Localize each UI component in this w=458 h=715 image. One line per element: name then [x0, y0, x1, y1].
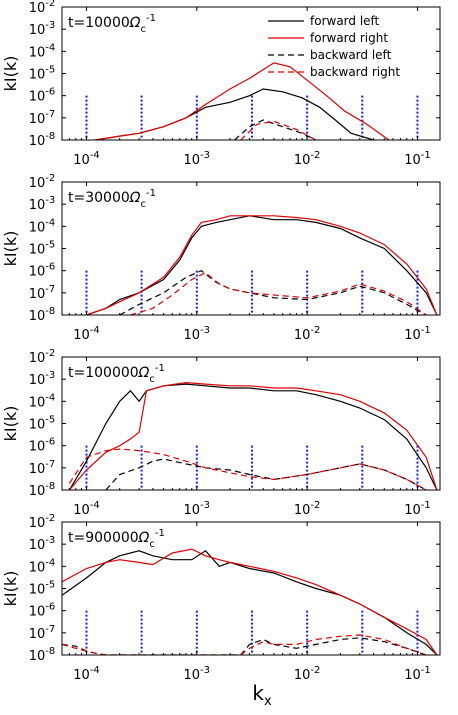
- y-tick-label: 10-6: [29, 262, 56, 280]
- series-group: [86, 215, 438, 315]
- legend: forward left forward right backward left ba…: [268, 14, 400, 79]
- series-line-forward-right: [86, 215, 438, 315]
- y-tick-label: 10-4: [29, 392, 56, 410]
- x-tick-label: 10-2: [294, 325, 321, 343]
- y-tick-label: 10-4: [29, 217, 56, 235]
- chart-panel-1: 10-8 10-7 10-6 10-5 10-4 10-3 10-2 10-4 10-3 10-2…: [1, 0, 441, 168]
- x-tick-label: 10-1: [404, 500, 431, 518]
- y-tick-label: 10-2: [29, 513, 56, 531]
- x-tick-label: 10-2: [294, 500, 321, 518]
- time-annotation: t=10000Ωc-1: [68, 13, 156, 35]
- y-tick-label: 10-7: [29, 624, 56, 642]
- y-axis-label: kI(k): [1, 231, 20, 267]
- y-tick-label: 10-5: [29, 580, 56, 598]
- y-axis-label: kI(k): [1, 406, 20, 442]
- x-tick-label: 10-3: [184, 665, 211, 683]
- x-tick-label: 10-4: [73, 665, 100, 683]
- y-tick-label: 10-8: [29, 131, 56, 149]
- series-line-forward-left: [68, 383, 438, 490]
- series-line-forward-right: [62, 548, 438, 655]
- y-tick-label: 10-8: [29, 646, 56, 664]
- y-tick-label: 10-6: [29, 87, 56, 105]
- legend-label: forward right: [310, 31, 388, 45]
- time-annotation: t=900000Ωc-1: [68, 528, 165, 550]
- y-tick-label: 10-4: [29, 42, 56, 60]
- y-tick-label: 10-2: [29, 0, 56, 16]
- legend-label: forward left: [310, 14, 380, 28]
- y-tick-label: 10-8: [29, 481, 56, 499]
- x-tick-label: 10-4: [73, 325, 100, 343]
- y-tick-label: 10-5: [29, 415, 56, 433]
- y-tick-label: 10-4: [29, 557, 56, 575]
- x-tick-label: 10-1: [404, 325, 431, 343]
- series-line-backward-left: [234, 119, 317, 140]
- y-tick-label: 10-3: [29, 195, 56, 213]
- y-tick-label: 10-6: [29, 437, 56, 455]
- time-annotation: t=30000Ωc-1: [68, 188, 156, 210]
- x-axis-label: kx: [252, 681, 272, 709]
- series-line-backward-right: [130, 272, 427, 315]
- time-annotation: t=100000Ωc-1: [68, 363, 165, 385]
- plot-background: [62, 7, 440, 140]
- x-tick-label: 10-1: [404, 150, 431, 168]
- x-tick-label: 10-2: [294, 150, 321, 168]
- chart-panel-3: 10-8 10-7 10-6 10-5 10-4 10-3 10-2 10-4 10-3 10-2…: [1, 348, 441, 518]
- x-tick-label: 10-3: [184, 150, 211, 168]
- series-group: [68, 381, 438, 490]
- legend-label: backward right: [310, 65, 400, 79]
- series-line-backward-left: [105, 458, 427, 490]
- x-tick-label: 10-2: [294, 665, 321, 683]
- y-tick-label: 10-3: [29, 20, 56, 38]
- series-group: [95, 62, 390, 140]
- series-line-backward-right: [62, 634, 427, 655]
- y-tick-label: 10-3: [29, 370, 56, 388]
- x-tick-label: 10-4: [73, 500, 100, 518]
- y-axis-label: kI(k): [1, 571, 20, 607]
- x-tick-label: 10-3: [184, 500, 211, 518]
- y-tick-label: 10-8: [29, 306, 56, 324]
- x-tick-label: 10-4: [73, 150, 100, 168]
- y-tick-label: 10-5: [29, 65, 56, 83]
- series-line-forward-right: [68, 381, 438, 490]
- series-line-backward-right: [240, 120, 317, 140]
- series-line-backward-right: [68, 448, 427, 490]
- y-tick-label: 10-7: [29, 284, 56, 302]
- y-tick-label: 10-7: [29, 109, 56, 127]
- series-line-forward-right: [95, 62, 390, 140]
- x-tick-label: 10-1: [404, 665, 431, 683]
- series-group: [62, 548, 438, 655]
- y-tick-label: 10-3: [29, 535, 56, 553]
- x-tick-label: 10-3: [184, 325, 211, 343]
- chart-panel-2: 10-8 10-7 10-6 10-5 10-4 10-3 10-2 10-4 10-3 10-2…: [1, 173, 441, 343]
- y-axis-label: kI(k): [1, 56, 20, 92]
- legend-label: backward left: [310, 48, 392, 62]
- y-tick-label: 10-5: [29, 240, 56, 258]
- plot-background: [62, 522, 440, 655]
- chart-panel-4: 10-8 10-7 10-6 10-5 10-4 10-3 10-2 10-4 10-3 10-2…: [1, 513, 441, 683]
- plot-background: [62, 182, 440, 315]
- y-tick-label: 10-2: [29, 348, 56, 366]
- y-tick-label: 10-6: [29, 602, 56, 620]
- y-tick-label: 10-7: [29, 459, 56, 477]
- y-tick-label: 10-2: [29, 173, 56, 191]
